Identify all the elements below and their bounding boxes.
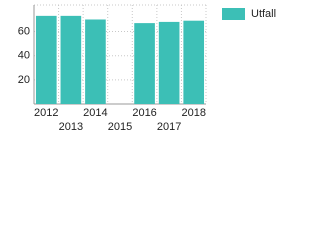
x-tick-label: 2012 (34, 107, 58, 119)
x-tick-label: 2015 (108, 121, 132, 133)
y-tick-label: 20 (18, 74, 30, 86)
bar (134, 23, 155, 104)
bar (35, 15, 57, 105)
x-tick-label: 2013 (59, 121, 83, 133)
x-tick-label: 2018 (181, 107, 205, 119)
bar (158, 21, 180, 105)
x-tick-label: 2016 (132, 107, 156, 119)
bar (60, 15, 82, 105)
x-tick-label: 2014 (83, 107, 107, 119)
y-tick-label: 60 (18, 25, 30, 37)
legend-swatch (222, 8, 245, 20)
legend-label: Utfall (251, 8, 276, 20)
bar (85, 19, 106, 104)
y-tick-label: 40 (18, 50, 30, 62)
bar (183, 20, 205, 104)
x-tick-label: 2017 (157, 121, 181, 133)
